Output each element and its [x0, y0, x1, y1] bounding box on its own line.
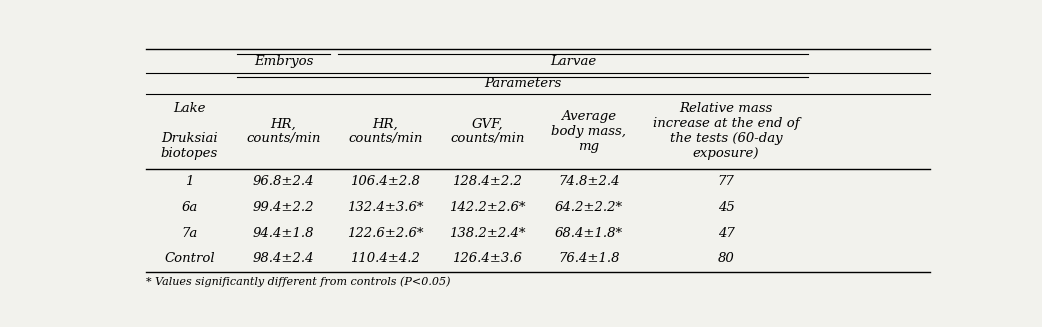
Text: 7a: 7a	[181, 227, 198, 240]
Text: 74.8±2.4: 74.8±2.4	[559, 175, 620, 188]
Text: 76.4±1.8: 76.4±1.8	[559, 252, 620, 266]
Text: 47: 47	[718, 227, 735, 240]
Text: 110.4±4.2: 110.4±4.2	[350, 252, 420, 266]
Text: 106.4±2.8: 106.4±2.8	[350, 175, 420, 188]
Text: Embryos: Embryos	[254, 55, 314, 67]
Text: Parameters: Parameters	[483, 77, 561, 90]
Text: 1: 1	[185, 175, 194, 188]
Text: 98.4±2.4: 98.4±2.4	[253, 252, 315, 266]
Text: HR,
counts/min: HR, counts/min	[246, 117, 321, 145]
Text: 94.4±1.8: 94.4±1.8	[253, 227, 315, 240]
Text: 132.4±3.6*: 132.4±3.6*	[347, 201, 423, 214]
Text: 128.4±2.2: 128.4±2.2	[452, 175, 522, 188]
Text: 77: 77	[718, 175, 735, 188]
Text: GVF,
counts/min: GVF, counts/min	[450, 117, 524, 145]
Text: Average
body mass,
mg: Average body mass, mg	[551, 110, 626, 153]
Text: 99.4±2.2: 99.4±2.2	[253, 201, 315, 214]
Text: 126.4±3.6: 126.4±3.6	[452, 252, 522, 266]
Text: 45: 45	[718, 201, 735, 214]
Text: HR,
counts/min: HR, counts/min	[348, 117, 422, 145]
Text: 68.4±1.8*: 68.4±1.8*	[555, 227, 623, 240]
Text: 96.8±2.4: 96.8±2.4	[253, 175, 315, 188]
Text: Relative mass
increase at the end of
the tests (60-day
exposure): Relative mass increase at the end of the…	[652, 102, 799, 160]
Text: 142.2±2.6*: 142.2±2.6*	[449, 201, 525, 214]
Text: * Values significantly different from controls (P<0.05): * Values significantly different from co…	[146, 276, 451, 287]
Text: Control: Control	[165, 252, 215, 266]
Text: Lake

Druksiai
biotopes: Lake Druksiai biotopes	[160, 102, 218, 160]
Text: 6a: 6a	[181, 201, 198, 214]
Text: 122.6±2.6*: 122.6±2.6*	[347, 227, 423, 240]
Text: 138.2±2.4*: 138.2±2.4*	[449, 227, 525, 240]
Text: 64.2±2.2*: 64.2±2.2*	[555, 201, 623, 214]
Text: Larvae: Larvae	[550, 55, 596, 67]
Text: 80: 80	[718, 252, 735, 266]
